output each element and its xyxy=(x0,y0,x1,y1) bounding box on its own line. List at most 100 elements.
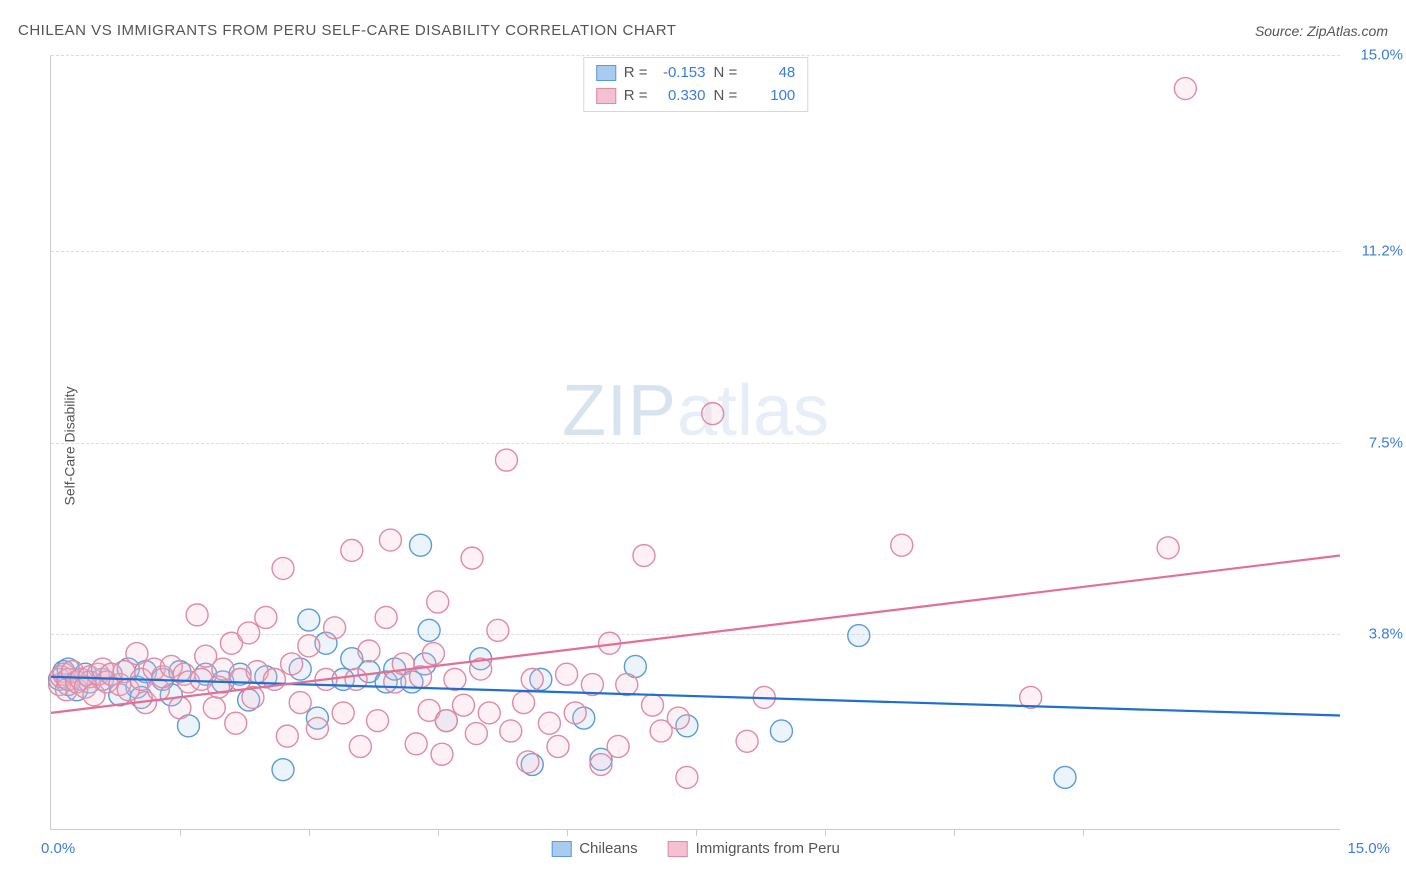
scatter-point xyxy=(272,557,294,579)
correlation-row-1: R = -0.153 N = 48 xyxy=(596,62,796,85)
scatter-point xyxy=(770,720,792,742)
scatter-point xyxy=(487,619,509,641)
scatter-point xyxy=(358,640,380,662)
scatter-point xyxy=(431,743,453,765)
scatter-point xyxy=(564,702,586,724)
scatter-point xyxy=(1054,766,1076,788)
x-axis-max-label: 15.0% xyxy=(1347,840,1390,857)
correlation-row-2: R = 0.330 N = 100 xyxy=(596,85,796,108)
scatter-point xyxy=(298,635,320,657)
scatter-point xyxy=(495,449,517,471)
scatter-point xyxy=(667,707,689,729)
n-value-1: 48 xyxy=(745,62,795,85)
scatter-point xyxy=(306,717,328,739)
scatter-point xyxy=(1174,78,1196,100)
x-axis-min-label: 0.0% xyxy=(41,840,75,857)
scatter-point xyxy=(225,712,247,734)
x-tick xyxy=(696,829,697,836)
scatter-point xyxy=(341,539,363,561)
scatter-point xyxy=(405,733,427,755)
scatter-point xyxy=(676,766,698,788)
x-tick xyxy=(180,829,181,836)
y-tick-label: 11.2% xyxy=(1348,243,1403,260)
scatter-point xyxy=(281,653,303,675)
chart-header: CHILEAN VS IMMIGRANTS FROM PERU SELF-CAR… xyxy=(18,22,1388,39)
scatter-point xyxy=(607,735,629,757)
scatter-point xyxy=(435,710,457,732)
scatter-point xyxy=(203,697,225,719)
scatter-point xyxy=(521,668,543,690)
chart-title: CHILEAN VS IMMIGRANTS FROM PERU SELF-CAR… xyxy=(18,22,676,39)
x-tick xyxy=(567,829,568,836)
r-label: R = xyxy=(624,62,648,85)
x-tick xyxy=(309,829,310,836)
scatter-point xyxy=(891,534,913,556)
source-prefix: Source: xyxy=(1255,23,1307,39)
scatter-point xyxy=(332,702,354,724)
scatter-point xyxy=(556,663,578,685)
scatter-point xyxy=(126,643,148,665)
correlation-legend: R = -0.153 N = 48 R = 0.330 N = 100 xyxy=(583,57,809,112)
scatter-point xyxy=(642,694,664,716)
scatter-point xyxy=(736,730,758,752)
swatch-series-1 xyxy=(551,841,571,857)
scatter-point xyxy=(513,692,535,714)
scatter-point xyxy=(410,534,432,556)
y-tick-label: 7.5% xyxy=(1348,434,1403,451)
x-tick xyxy=(825,829,826,836)
scatter-point xyxy=(349,735,371,757)
scatter-point xyxy=(238,622,260,644)
swatch-series-2 xyxy=(668,841,688,857)
n-label: N = xyxy=(714,62,738,85)
x-tick xyxy=(1083,829,1084,836)
scatter-point xyxy=(186,604,208,626)
scatter-point xyxy=(324,617,346,639)
scatter-point xyxy=(169,697,191,719)
scatter-point xyxy=(517,751,539,773)
scatter-point xyxy=(276,725,298,747)
n-label: N = xyxy=(714,85,738,108)
scatter-svg-layer xyxy=(51,55,1340,829)
scatter-point xyxy=(633,545,655,567)
r-label: R = xyxy=(624,85,648,108)
scatter-point xyxy=(538,712,560,734)
swatch-series-1 xyxy=(596,65,616,81)
scatter-point xyxy=(1157,537,1179,559)
series-legend: Chileans Immigrants from Peru xyxy=(551,840,840,857)
legend-item-1: Chileans xyxy=(551,840,637,857)
scatter-point xyxy=(500,720,522,742)
r-value-1: -0.153 xyxy=(656,62,706,85)
scatter-point xyxy=(289,692,311,714)
scatter-point xyxy=(298,609,320,631)
scatter-point xyxy=(255,606,277,628)
y-tick-label: 15.0% xyxy=(1348,47,1403,64)
x-tick xyxy=(438,829,439,836)
legend-label-1: Chileans xyxy=(579,840,637,857)
source-attribution: Source: ZipAtlas.com xyxy=(1255,23,1388,39)
scatter-point xyxy=(465,723,487,745)
y-tick-label: 3.8% xyxy=(1348,625,1403,642)
scatter-point xyxy=(848,625,870,647)
n-value-2: 100 xyxy=(745,85,795,108)
scatter-point xyxy=(616,674,638,696)
scatter-point xyxy=(461,547,483,569)
scatter-point xyxy=(379,529,401,551)
scatter-chart: 3.8%7.5%11.2%15.0% ZIPatlas R = -0.153 N… xyxy=(50,55,1340,830)
scatter-point xyxy=(427,591,449,613)
scatter-point xyxy=(367,710,389,732)
x-tick xyxy=(954,829,955,836)
scatter-point xyxy=(478,702,500,724)
scatter-point xyxy=(272,759,294,781)
scatter-point xyxy=(375,606,397,628)
scatter-point xyxy=(547,735,569,757)
scatter-point xyxy=(452,694,474,716)
r-value-2: 0.330 xyxy=(656,85,706,108)
scatter-point xyxy=(422,643,444,665)
scatter-point xyxy=(418,619,440,641)
source-link[interactable]: ZipAtlas.com xyxy=(1307,23,1388,39)
legend-item-2: Immigrants from Peru xyxy=(668,840,840,857)
scatter-point xyxy=(444,668,466,690)
legend-label-2: Immigrants from Peru xyxy=(696,840,840,857)
swatch-series-2 xyxy=(596,88,616,104)
scatter-point xyxy=(590,754,612,776)
